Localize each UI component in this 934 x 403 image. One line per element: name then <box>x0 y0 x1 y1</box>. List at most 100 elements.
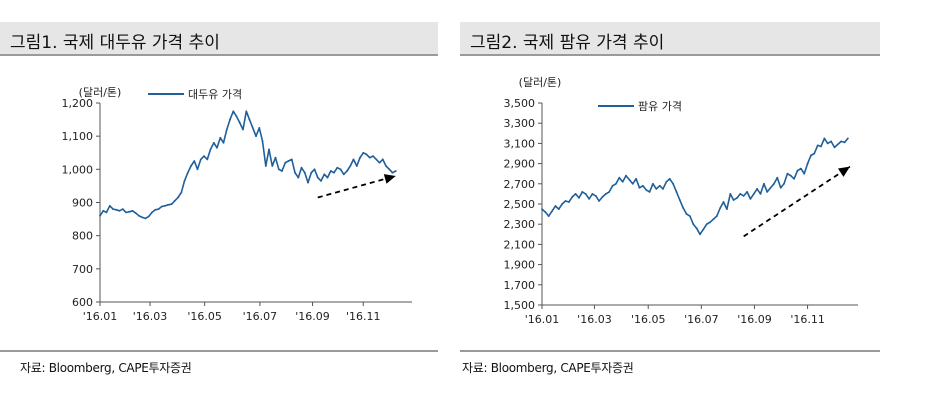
data-point <box>709 221 711 224</box>
data-point <box>739 193 742 195</box>
data-point <box>601 196 604 198</box>
source-note: 자료: Bloomberg, CAPE투자증권 <box>20 361 192 375</box>
data-point <box>732 199 735 201</box>
data-point <box>823 137 826 140</box>
data-point <box>229 118 231 121</box>
data-point <box>648 191 651 193</box>
data-point <box>264 165 267 167</box>
data-point <box>789 174 792 177</box>
data-point <box>294 171 296 174</box>
bottom-divider <box>0 350 438 352</box>
data-point <box>631 182 634 185</box>
data-point <box>255 135 257 138</box>
data-point <box>258 127 261 129</box>
data-point <box>199 158 202 161</box>
data-point <box>685 213 688 216</box>
data-point <box>584 193 587 195</box>
data-point <box>719 207 722 209</box>
data-point <box>621 180 624 183</box>
data-point <box>749 198 752 200</box>
data-point <box>121 208 124 211</box>
data-point <box>662 188 664 190</box>
data-point <box>800 167 802 170</box>
data-point <box>235 115 238 118</box>
data-point <box>297 176 300 179</box>
data-point <box>547 215 550 218</box>
data-point <box>628 178 631 181</box>
data-point <box>588 198 590 200</box>
data-point <box>251 127 254 129</box>
data-point <box>352 158 355 161</box>
data-point <box>833 146 836 149</box>
data-point <box>212 141 215 144</box>
data-point <box>209 148 212 151</box>
data-point <box>203 155 205 158</box>
data-point <box>320 180 322 182</box>
x-tick-label: '16.01 <box>525 313 560 326</box>
data-point <box>268 148 270 151</box>
soybean-oil-chart: 600 700 800 900 1,000 1,100 1,200 '16.01 '16.03 '… <box>62 86 412 323</box>
data-point <box>144 217 147 220</box>
data-point <box>699 233 701 236</box>
y-tick-label: 1,000 <box>62 163 94 176</box>
y-tick-label: 2,700 <box>504 178 536 191</box>
data-point <box>222 141 225 144</box>
chart-panel-palm-oil: 그림2. 국제 팜유 가격 추이 1,500 1,700 1,900 2,100 2,3… <box>460 0 934 403</box>
data-point <box>310 171 313 174</box>
data-point <box>847 137 849 140</box>
data-point <box>769 186 772 189</box>
data-point <box>581 191 584 193</box>
data-point <box>645 189 648 191</box>
y-tick-label: 700 <box>72 263 93 276</box>
data-point <box>118 209 121 212</box>
trend-arrow-line <box>743 165 851 238</box>
data-point <box>551 210 553 213</box>
data-point <box>783 182 785 185</box>
data-point <box>368 156 371 159</box>
data-point <box>736 197 738 199</box>
y-tick-label: 2,500 <box>504 198 536 211</box>
data-point <box>372 155 374 158</box>
data-point <box>329 170 332 172</box>
data-point <box>672 182 674 185</box>
data-point <box>759 193 762 195</box>
data-point <box>128 210 131 213</box>
data-point <box>300 166 303 169</box>
data-point <box>813 152 816 155</box>
data-point <box>722 201 725 203</box>
data-point <box>695 227 698 230</box>
chart-title: 그림1. 국제 대두유 가격 추이 <box>10 33 220 53</box>
data-point <box>193 160 196 162</box>
palm-oil-chart: 1,500 1,700 1,900 2,100 2,300 2,500 2,700 2,900… <box>504 76 858 326</box>
chart-title-bar: 그림2. 국제 팜유 가격 추이 <box>460 22 880 56</box>
chart-title: 그림2. 국제 팜유 가격 추이 <box>470 33 665 53</box>
data-point <box>326 176 329 179</box>
data-point <box>611 184 614 187</box>
data-point <box>131 209 134 212</box>
data-point <box>715 215 718 218</box>
y-tick-label: 2,900 <box>504 158 536 171</box>
data-point <box>108 204 111 207</box>
data-point <box>365 153 368 156</box>
data-point <box>151 211 153 214</box>
x-tick-label: '16.07 <box>684 313 719 326</box>
data-point <box>164 204 166 207</box>
data-point <box>183 180 186 182</box>
data-point <box>261 140 264 143</box>
data-point <box>773 182 775 185</box>
x-tick-label: '16.05 <box>631 313 666 326</box>
data-point <box>190 165 192 167</box>
data-point <box>313 168 316 171</box>
data-point <box>232 110 235 113</box>
data-point <box>316 176 319 179</box>
data-point <box>154 208 157 211</box>
data-point <box>665 180 668 183</box>
data-point <box>625 174 627 177</box>
data-point <box>689 215 691 218</box>
data-point <box>574 193 577 195</box>
data-point <box>578 197 580 199</box>
y-tick-label: 1,100 <box>62 130 94 143</box>
unit-label: (달러/톤) <box>519 76 562 89</box>
data-point <box>138 214 140 217</box>
data-point <box>180 191 183 194</box>
